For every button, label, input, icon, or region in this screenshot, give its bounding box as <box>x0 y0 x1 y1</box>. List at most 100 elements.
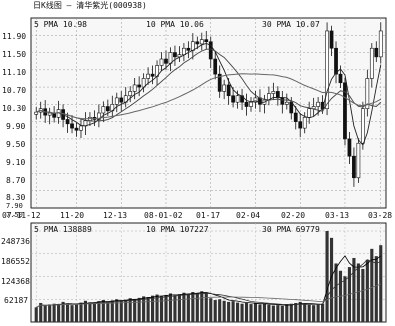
candle-body <box>208 41 213 60</box>
candle-body <box>365 78 370 109</box>
candle-body <box>47 112 52 116</box>
candle-body <box>114 97 119 105</box>
volume-bar <box>101 300 105 322</box>
volume-bar <box>34 307 38 322</box>
candle-body <box>101 106 106 114</box>
price-tick-label: 10.30 <box>2 104 27 113</box>
candlestick-series <box>34 22 383 187</box>
volume-bar <box>65 303 70 322</box>
volume-bar <box>321 303 325 322</box>
volume-bar <box>276 305 280 322</box>
volume-bar <box>83 300 88 322</box>
candle-body <box>244 101 249 107</box>
volume-bar <box>151 295 155 322</box>
volume-bar <box>303 304 307 322</box>
candle-body <box>378 30 383 58</box>
candle-body <box>168 52 173 64</box>
volume-bar <box>164 294 168 322</box>
volume-bar <box>213 300 217 322</box>
volume-bar <box>195 293 199 322</box>
candle-body <box>280 97 285 105</box>
volume-tick-label: 124368 <box>1 277 30 286</box>
price-tick-label: 8.70 <box>6 176 26 185</box>
price-ma-line <box>36 43 382 146</box>
date-tick-label: 01-17 <box>196 211 221 220</box>
volume-ma10-label: 10 PMA 107227 <box>146 225 209 234</box>
volume-bar <box>222 300 226 322</box>
candle-body <box>159 58 164 66</box>
candle-body <box>128 91 133 97</box>
volume-tick-label: 186552 <box>1 257 30 266</box>
volume-bar <box>249 304 253 322</box>
volume-bar <box>191 292 195 322</box>
candle-body <box>275 91 280 99</box>
date-tick-label: 12-13 <box>103 211 128 220</box>
volume-bar <box>124 299 128 322</box>
candle-body <box>338 73 343 84</box>
candle-body <box>141 78 146 88</box>
candle-body <box>173 52 177 58</box>
price-ma10-label: 10 PMA 10.06 <box>146 20 204 29</box>
candle-body <box>271 91 276 94</box>
volume-ma30-label: 30 PMA 69779 <box>262 225 320 234</box>
candle-body <box>235 95 240 103</box>
volume-bar <box>182 292 186 322</box>
candle-body <box>146 73 150 79</box>
volume-bar <box>271 305 275 322</box>
price-tick-label: 11.10 <box>2 68 27 77</box>
volume-bar <box>316 304 320 322</box>
date-tick-label: 02-20 <box>281 211 306 220</box>
volume-bar <box>200 291 204 322</box>
candle-body <box>79 125 83 131</box>
candle-body <box>316 101 320 107</box>
volume-bar <box>267 304 271 322</box>
volume-bar <box>142 296 146 322</box>
volume-bar <box>329 237 334 322</box>
candle-body <box>325 30 329 109</box>
candle-body <box>352 155 356 179</box>
volume-bar <box>173 295 177 322</box>
candle-body <box>343 82 347 140</box>
volume-bar <box>137 297 141 322</box>
volume-bar <box>298 301 302 322</box>
candle-body <box>222 84 227 92</box>
volume-bar <box>218 299 222 322</box>
candle-body <box>190 41 195 51</box>
candle-body <box>253 97 258 103</box>
volume-bar <box>146 297 150 322</box>
price-ma5-label: 5 PMA 10.98 <box>34 20 87 29</box>
volume-bar <box>133 298 137 322</box>
volume-bar <box>370 248 374 322</box>
candle-body <box>284 101 289 105</box>
volume-bar <box>92 302 96 322</box>
date-tick-label: 03-28 <box>368 211 393 220</box>
candle-body <box>74 127 79 131</box>
volume-bar <box>289 303 293 322</box>
volume-bar <box>294 302 298 322</box>
price-tick-label: 11.90 <box>2 32 27 41</box>
price-ma-line <box>36 48 382 122</box>
volume-bar <box>379 245 383 322</box>
volume-bar <box>374 256 378 322</box>
candle-body <box>137 84 142 88</box>
volume-bar <box>253 303 258 322</box>
candle-body <box>347 138 352 157</box>
date-tick-label: 07-11-12 <box>2 211 41 220</box>
candle-body <box>70 123 74 129</box>
volume-bar <box>361 268 365 322</box>
price-ma-line <box>36 73 382 120</box>
volume-bar <box>43 305 47 322</box>
volume-bar <box>74 304 79 322</box>
volume-bar <box>177 294 181 322</box>
chart-grid <box>31 18 386 322</box>
volume-bar <box>307 304 311 322</box>
volume-bar <box>365 259 369 322</box>
price-tick-label: 8.30 <box>6 193 26 202</box>
volume-bar <box>240 303 244 322</box>
candle-body <box>182 47 186 56</box>
candle-body <box>369 47 374 79</box>
volume-bar <box>325 231 329 322</box>
candle-body <box>199 39 204 45</box>
price-ma30-label: 30 PMA 10.07 <box>262 20 320 29</box>
